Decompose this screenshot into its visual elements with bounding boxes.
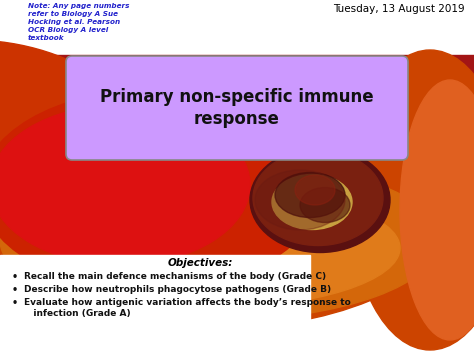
Bar [0,55,474,265]
Bar [0,280,474,355]
Text: Describe how neutrophils phagocytose pathogens (Grade B): Describe how neutrophils phagocytose pat… [24,285,331,294]
Ellipse shape [250,147,390,252]
Ellipse shape [0,40,170,350]
Ellipse shape [0,105,250,265]
Ellipse shape [400,80,474,340]
Ellipse shape [300,187,350,223]
Ellipse shape [0,90,320,290]
Text: Objectives:: Objectives: [167,258,233,268]
Text: •: • [12,285,18,295]
Ellipse shape [0,160,440,320]
Ellipse shape [275,173,345,218]
Ellipse shape [20,188,400,308]
Text: Tuesday, 13 August 2019: Tuesday, 13 August 2019 [333,4,465,14]
Text: Note: Any page numbers
refer to Biology A Sue
Hocking et al. Pearson
OCR Biology: Note: Any page numbers refer to Biology … [28,3,129,42]
FancyBboxPatch shape [66,56,408,160]
Ellipse shape [253,151,383,246]
Ellipse shape [255,170,345,230]
Bar [0,255,310,355]
Ellipse shape [272,175,352,229]
Text: Evaluate how antigenic variation affects the body’s response to
   infection (Gr: Evaluate how antigenic variation affects… [24,298,351,318]
Ellipse shape [0,130,440,330]
Text: •: • [12,272,18,282]
Text: Primary non-specific immune
response: Primary non-specific immune response [100,88,374,128]
Ellipse shape [295,175,335,205]
Ellipse shape [350,50,474,350]
Text: •: • [12,298,18,308]
Text: Recall the main defence mechanisms of the body (Grade C): Recall the main defence mechanisms of th… [24,272,326,281]
